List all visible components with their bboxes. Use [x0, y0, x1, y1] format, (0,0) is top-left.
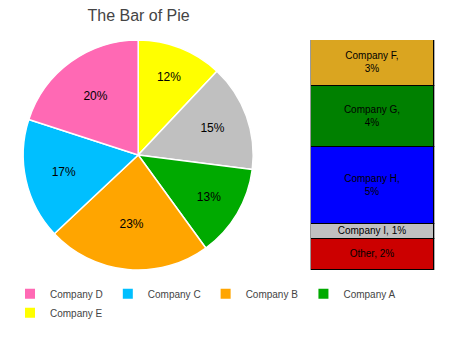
- svg-text:Company H,5%: Company H,5%: [344, 173, 400, 197]
- svg-text:Other, 2%: Other, 2%: [350, 248, 395, 259]
- svg-text:Company D: Company D: [50, 289, 103, 300]
- svg-text:Company A: Company A: [343, 289, 395, 300]
- svg-text:17%: 17%: [52, 165, 76, 179]
- svg-text:15%: 15%: [200, 121, 224, 135]
- svg-text:Company B: Company B: [246, 289, 299, 300]
- svg-text:Company F,3%: Company F,3%: [345, 50, 398, 74]
- svg-text:13%: 13%: [197, 190, 221, 204]
- svg-text:Company I, 1%: Company I, 1%: [338, 225, 406, 236]
- svg-text:Company G,4%: Company G,4%: [344, 104, 400, 128]
- svg-text:The Bar of Pie: The Bar of Pie: [87, 7, 189, 24]
- svg-text:20%: 20%: [83, 89, 107, 103]
- svg-text:Company E: Company E: [50, 308, 103, 319]
- svg-text:Company C: Company C: [148, 289, 201, 300]
- svg-text:12%: 12%: [157, 70, 181, 84]
- svg-text:23%: 23%: [119, 217, 143, 231]
